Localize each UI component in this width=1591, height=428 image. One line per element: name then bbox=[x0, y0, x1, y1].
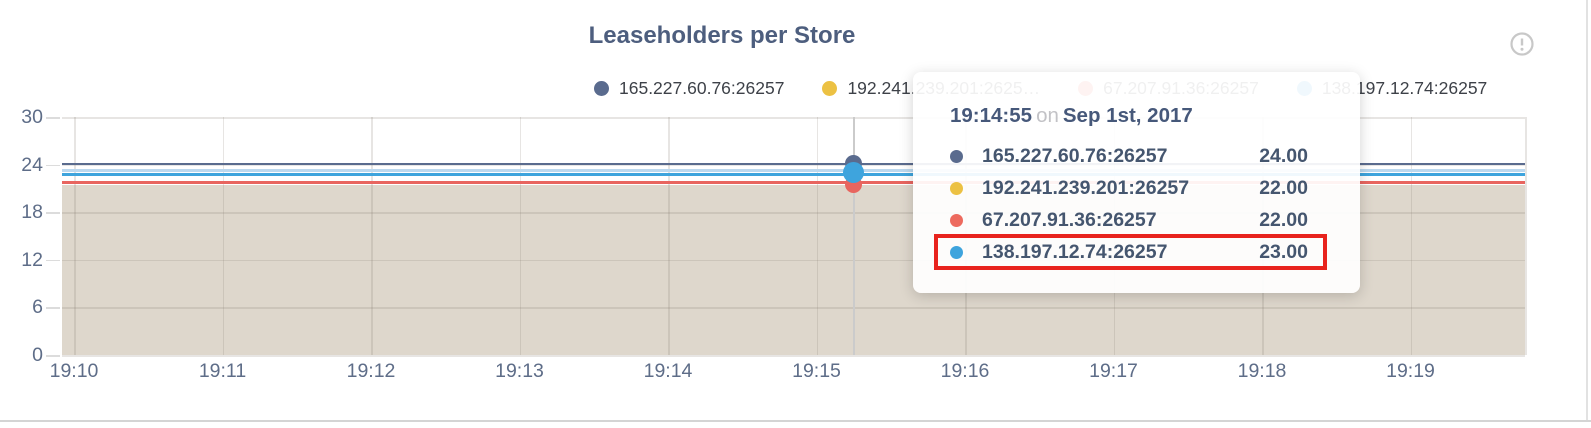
tooltip-row-0: 165.227.60.76:26257 24.00 bbox=[950, 140, 1308, 172]
tooltip-conjunction: on bbox=[1036, 104, 1059, 127]
chart-tooltip: 19:14:55 on Sep 1st, 2017 165.227.60.76:26… bbox=[913, 72, 1360, 293]
y-axis-label: 0 bbox=[32, 344, 43, 366]
gridline-horizontal bbox=[62, 117, 1525, 119]
y-tick-mark bbox=[46, 307, 60, 309]
series-line-3 bbox=[62, 173, 1525, 176]
series-line-0 bbox=[62, 162, 1525, 166]
gridline-vertical bbox=[816, 117, 818, 355]
x-axis-label: 19:18 bbox=[1237, 360, 1287, 382]
tooltip-series-label: 165.227.60.76:26257 bbox=[982, 144, 1168, 167]
tooltip-series-label: 192.241.239.201:26257 bbox=[982, 176, 1190, 199]
gridline-vertical bbox=[668, 117, 670, 355]
x-axis-label: 19:19 bbox=[1386, 360, 1435, 382]
gridline-vertical bbox=[519, 117, 521, 355]
info-icon[interactable] bbox=[1508, 30, 1536, 58]
gridline-vertical bbox=[222, 117, 224, 355]
gridline-vertical bbox=[1525, 117, 1527, 355]
y-tick-mark bbox=[46, 259, 60, 262]
tooltip-rows: 165.227.60.76:26257 24.00 192.241.239.201:… bbox=[934, 140, 1327, 270]
tooltip-series-value: 22.00 bbox=[1259, 176, 1308, 199]
chart-title: Leaseholders per Store bbox=[588, 22, 856, 49]
tooltip-series-dot-icon bbox=[950, 245, 963, 259]
gridline-vertical bbox=[371, 117, 373, 355]
y-tick-mark bbox=[46, 164, 60, 167]
tooltip-date: Sep 1st, 2017 bbox=[1062, 104, 1193, 127]
panel-right-divider bbox=[1586, 0, 1588, 421]
gridline-vertical bbox=[1410, 117, 1412, 355]
tooltip-time: 19:14:55 bbox=[950, 104, 1033, 127]
legend-item-0[interactable]: 165.227.60.76:26257 bbox=[594, 78, 784, 99]
hover-guideline bbox=[853, 117, 855, 355]
x-axis-label: 19:15 bbox=[792, 360, 841, 382]
x-axis-label: 19:12 bbox=[346, 360, 396, 382]
tooltip-row-2: 67.207.91.36:26257 22.00 bbox=[950, 204, 1308, 236]
tooltip-series-value: 23.00 bbox=[1259, 240, 1308, 263]
x-axis-label: 19:10 bbox=[49, 360, 99, 382]
hover-point-series-3 bbox=[842, 162, 864, 184]
x-axis-label: 19:11 bbox=[198, 360, 247, 382]
tooltip-series-value: 24.00 bbox=[1259, 144, 1308, 167]
tooltip-series-dot-icon bbox=[950, 149, 963, 163]
y-axis-label: 6 bbox=[32, 296, 43, 319]
panel-bottom-divider bbox=[0, 420, 1591, 422]
gridline-horizontal bbox=[62, 164, 1525, 167]
y-tick-mark bbox=[46, 117, 60, 119]
gridline-horizontal bbox=[62, 212, 1525, 214]
gridline-horizontal bbox=[62, 259, 1525, 262]
legend-label: 138.197.12.74:26257 bbox=[1321, 78, 1488, 98]
x-axis-label: 19:16 bbox=[940, 360, 990, 382]
y-tick-mark bbox=[46, 212, 60, 214]
x-axis-label: 19:17 bbox=[1089, 360, 1138, 382]
y-tick-mark bbox=[46, 355, 60, 357]
y-axis-label: 12 bbox=[21, 248, 43, 271]
tooltip-row-3: 138.197.12.74:26257 23.00 bbox=[934, 234, 1327, 270]
y-axis-label: 30 bbox=[21, 106, 43, 128]
y-axis-label: 24 bbox=[21, 153, 43, 176]
tooltip-series-label: 138.197.12.74:26257 bbox=[982, 240, 1168, 263]
tooltip-row-1: 192.241.239.201:26257 22.00 bbox=[950, 172, 1308, 204]
series-line-3 bbox=[62, 169, 1525, 172]
tooltip-header: 19:14:55 on Sep 1st, 2017 bbox=[950, 104, 1360, 128]
gridline-horizontal bbox=[62, 307, 1525, 309]
gridline-horizontal bbox=[62, 355, 1525, 357]
x-axis-label: 19:13 bbox=[495, 360, 544, 382]
legend-label: 165.227.60.76:26257 bbox=[619, 78, 785, 98]
x-axis-label: 19:14 bbox=[643, 360, 693, 382]
tooltip-series-dot-icon bbox=[950, 181, 963, 195]
tooltip-series-dot-icon bbox=[950, 213, 963, 227]
legend-swatch-icon bbox=[822, 81, 838, 96]
gridline-vertical bbox=[74, 117, 76, 355]
series-line-2 bbox=[62, 181, 1525, 184]
tooltip-series-value: 22.00 bbox=[1259, 208, 1308, 231]
tooltip-series-label: 67.207.91.36:26257 bbox=[982, 208, 1157, 231]
exclamation-circle-icon bbox=[1510, 32, 1534, 56]
y-axis-label: 18 bbox=[21, 201, 43, 224]
legend-swatch-icon bbox=[594, 81, 609, 96]
